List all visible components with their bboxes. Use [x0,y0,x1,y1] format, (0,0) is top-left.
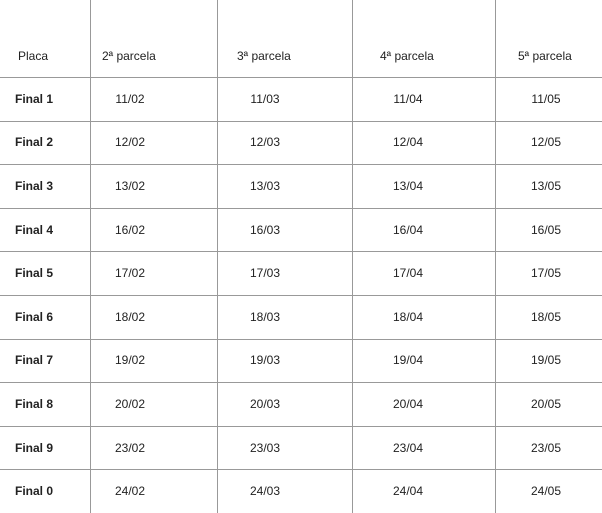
column-header: 5ª parcela [518,49,572,63]
column-header: 4ª parcela [380,49,434,63]
plate-label: Final 5 [15,266,54,280]
row-divider [0,164,602,165]
due-date: 20/02 [114,397,146,411]
row-divider [0,77,602,78]
plate-label: Final 7 [15,353,54,367]
plate-label: Final 0 [15,484,54,498]
column-header: 2ª parcela [102,49,156,63]
due-date: 24/02 [114,484,146,498]
column-divider [495,0,496,513]
due-date: 23/03 [249,441,281,455]
row-divider [0,382,602,383]
due-date: 16/05 [530,223,562,237]
plate-label: Final 9 [15,441,54,455]
row-divider [0,251,602,252]
due-date: 19/04 [392,353,424,367]
due-date: 17/05 [530,266,562,280]
due-date: 24/04 [392,484,424,498]
column-divider [217,0,218,513]
due-date: 11/02 [115,92,145,106]
row-divider [0,208,602,209]
column-header: Placa [18,49,49,63]
plate-label: Final 2 [15,135,54,149]
due-date: 18/03 [249,310,281,324]
due-date: 20/03 [249,397,281,411]
plate-label: Final 4 [15,223,54,237]
due-date: 12/05 [530,135,562,149]
due-date: 16/04 [392,223,424,237]
row-divider [0,469,602,470]
due-date: 18/02 [114,310,146,324]
due-date: 13/03 [249,179,281,193]
due-date: 23/05 [530,441,562,455]
plate-label: Final 1 [15,92,54,106]
row-divider [0,295,602,296]
due-date: 11/04 [393,92,423,106]
due-date: 23/02 [114,441,146,455]
row-divider [0,121,602,122]
column-header: 3ª parcela [237,49,291,63]
due-date: 20/04 [392,397,424,411]
due-date: 16/02 [114,223,146,237]
plate-label: Final 6 [15,310,54,324]
due-date: 12/04 [392,135,424,149]
row-divider [0,426,602,427]
due-date: 24/05 [530,484,562,498]
column-divider [90,0,91,513]
due-date: 19/02 [114,353,146,367]
due-date: 18/04 [392,310,424,324]
due-date: 11/03 [250,92,280,106]
plate-label: Final 3 [15,179,54,193]
due-date: 13/02 [114,179,146,193]
due-date: 13/04 [392,179,424,193]
due-date: 12/03 [249,135,281,149]
row-divider [0,339,602,340]
due-date: 11/05 [531,92,561,106]
due-date: 17/02 [114,266,146,280]
due-date: 23/04 [392,441,424,455]
due-date: 13/05 [530,179,562,193]
due-date: 20/05 [530,397,562,411]
due-date: 18/05 [530,310,562,324]
due-date: 19/03 [249,353,281,367]
due-date: 17/03 [249,266,281,280]
due-date: 12/02 [114,135,146,149]
column-divider [352,0,353,513]
due-date: 24/03 [249,484,281,498]
due-date: 19/05 [530,353,562,367]
due-date: 17/04 [392,266,424,280]
plate-label: Final 8 [15,397,54,411]
due-date: 16/03 [249,223,281,237]
